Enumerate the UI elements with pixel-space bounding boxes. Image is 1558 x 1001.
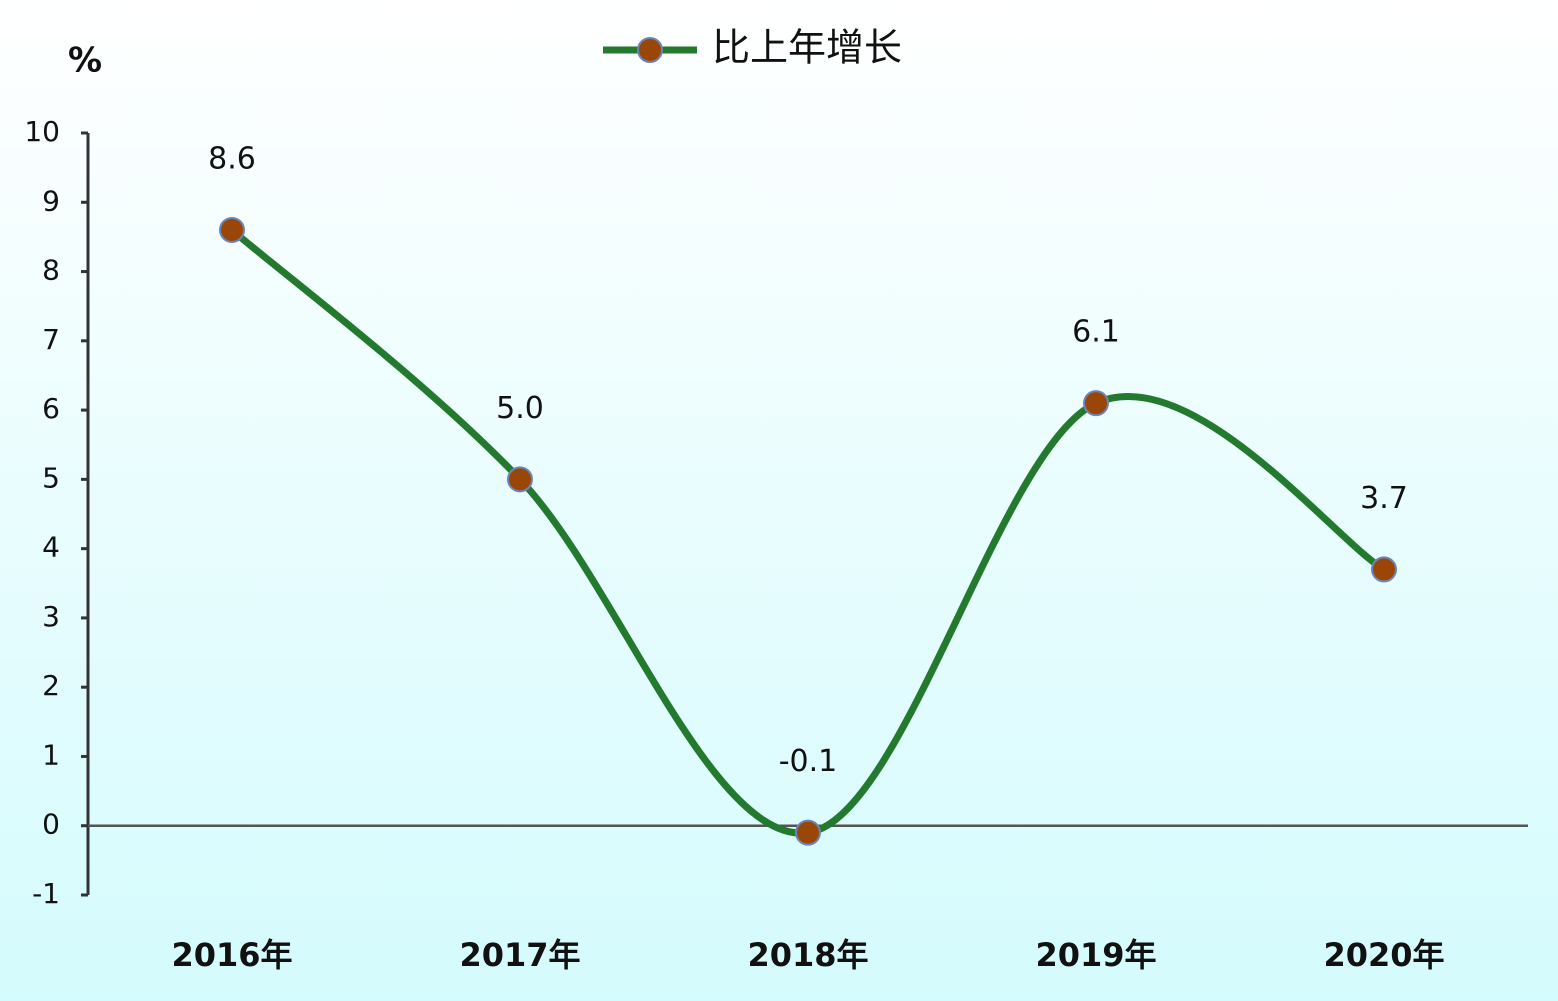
y-tick-label: 0 bbox=[42, 808, 60, 841]
x-tick-label: 2020年 bbox=[1323, 936, 1444, 974]
y-tick-label: 7 bbox=[42, 323, 60, 356]
x-tick-label: 2017年 bbox=[459, 936, 580, 974]
legend-label: 比上年增长 bbox=[712, 26, 902, 70]
y-tick-label: -1 bbox=[32, 877, 60, 910]
legend-marker bbox=[637, 37, 663, 63]
x-tick-label: 2018年 bbox=[747, 936, 868, 974]
data-label: 8.6 bbox=[208, 141, 256, 176]
data-label: 5.0 bbox=[496, 391, 544, 426]
y-tick-label: 3 bbox=[42, 600, 60, 633]
x-tick-label: 2016年 bbox=[171, 936, 292, 974]
marker bbox=[219, 216, 245, 243]
y-tick-label: 5 bbox=[42, 461, 60, 494]
line bbox=[229, 227, 1386, 837]
y-tick-label: 2 bbox=[42, 669, 60, 702]
data-label: 3.7 bbox=[1360, 481, 1408, 516]
y-tick-label: 4 bbox=[42, 531, 60, 564]
marker bbox=[795, 819, 821, 846]
marker bbox=[507, 466, 533, 493]
y-tick-label: 1 bbox=[42, 738, 60, 771]
data-label: 6.1 bbox=[1072, 315, 1120, 350]
marker bbox=[1083, 390, 1109, 417]
y-tick-label: 10 bbox=[24, 115, 60, 148]
y-tick-label: 9 bbox=[42, 184, 60, 217]
y-axis-label: % bbox=[68, 41, 102, 81]
marker bbox=[1371, 556, 1397, 583]
y-tick-label: 6 bbox=[42, 392, 60, 425]
y-tick-label: 8 bbox=[42, 254, 60, 287]
data-label: -0.1 bbox=[779, 744, 838, 779]
x-tick-label: 2019年 bbox=[1035, 936, 1156, 974]
